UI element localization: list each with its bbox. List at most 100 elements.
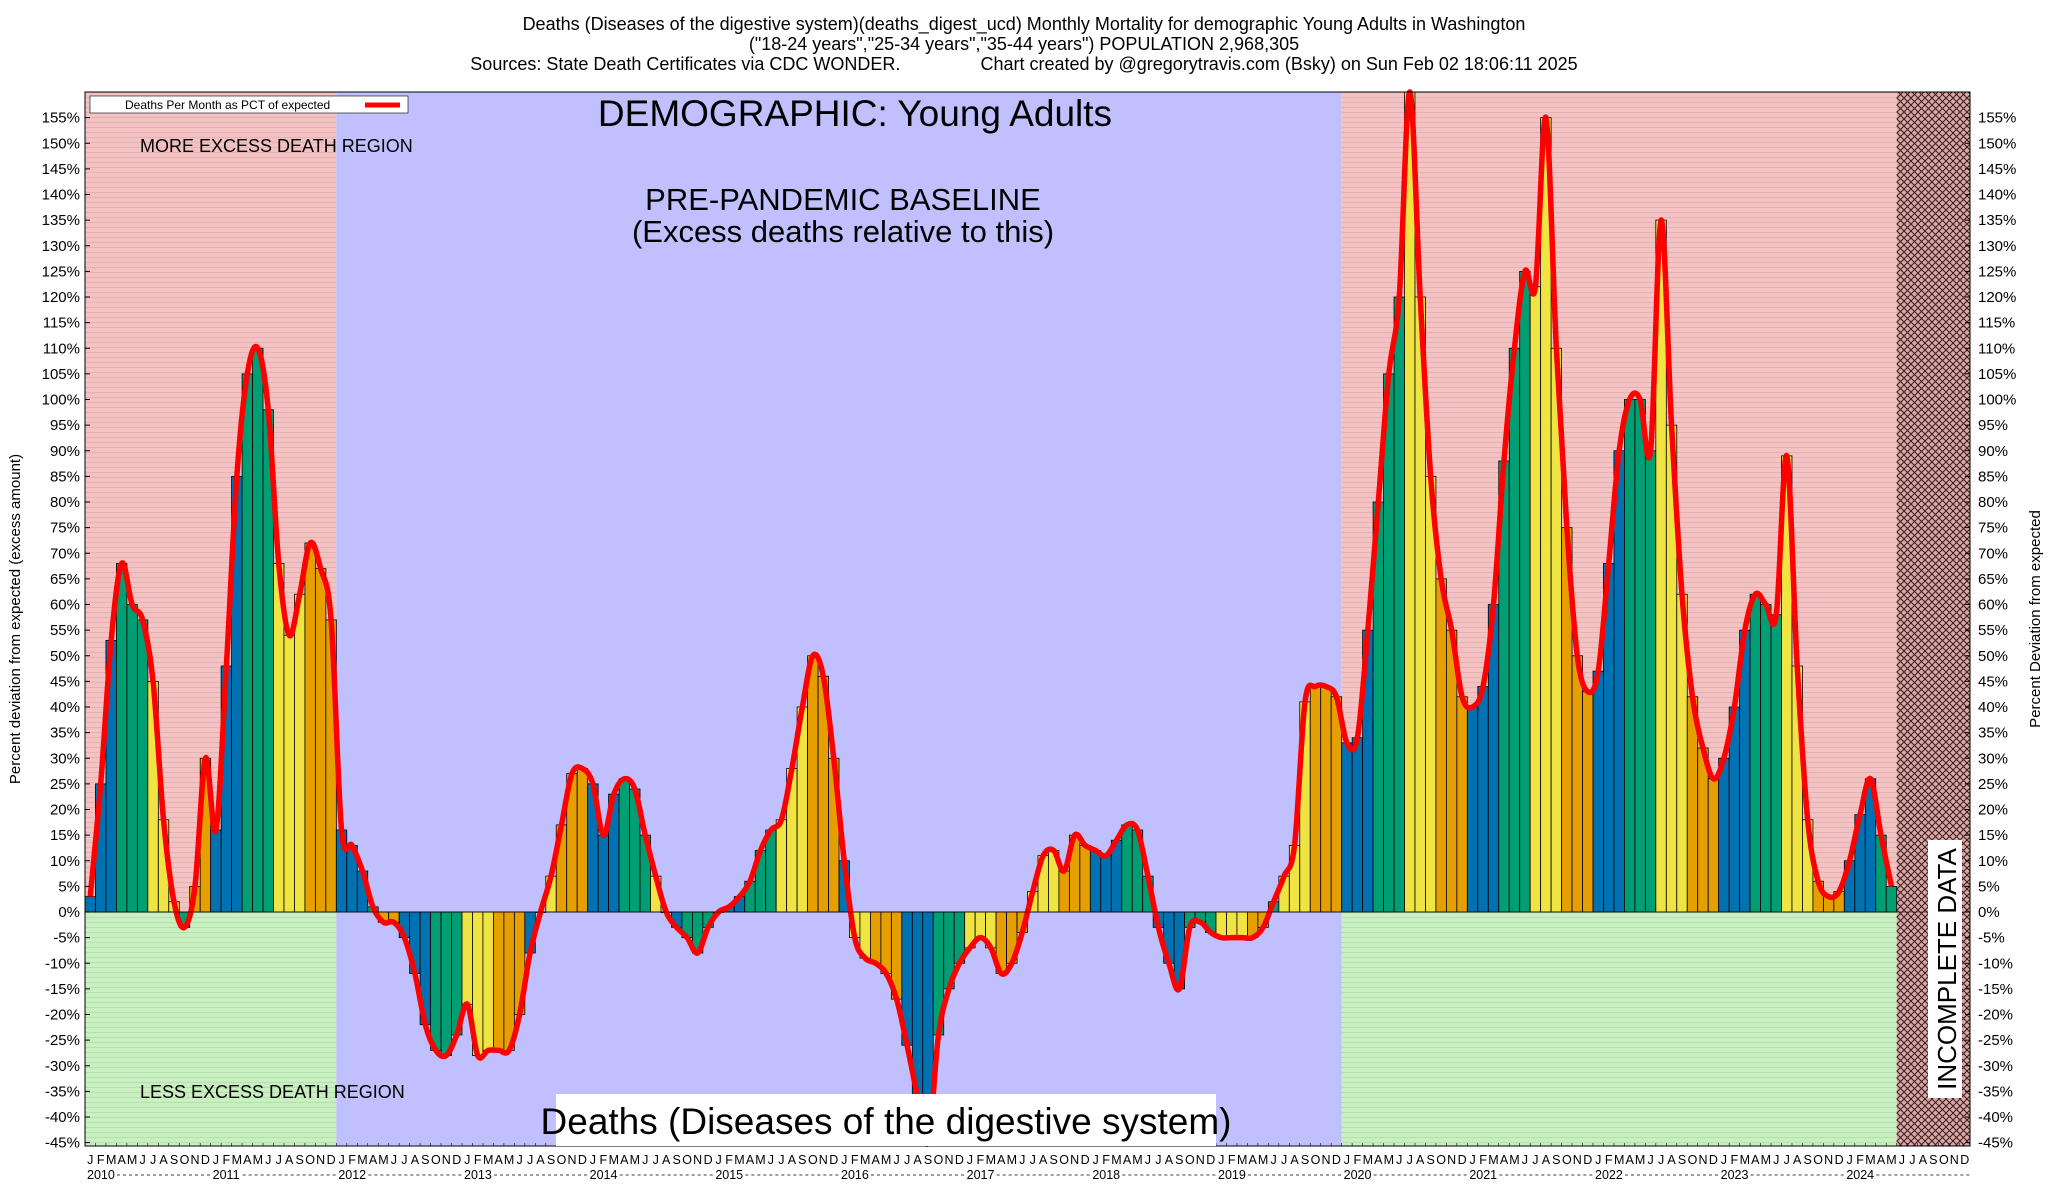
- y-tick-label-left: -5%: [53, 930, 80, 947]
- x-month-label: M: [1614, 1153, 1624, 1167]
- x-month-label: O: [431, 1153, 441, 1167]
- x-year-label: 2014: [590, 1168, 618, 1182]
- x-month-label: J: [653, 1153, 659, 1167]
- y-tick-label-right: 30%: [1978, 750, 2008, 767]
- x-month-label: M: [881, 1153, 891, 1167]
- bottom-title: Deaths (Diseases of the digestive system…: [541, 1101, 1232, 1142]
- x-month-label: M: [1761, 1153, 1771, 1167]
- y-tick-label-left: -10%: [45, 955, 80, 972]
- x-month-label: O: [1939, 1153, 1949, 1167]
- y-tick-label-right: -10%: [1978, 955, 2013, 972]
- x-month-label: D: [955, 1153, 964, 1167]
- x-month-label: D: [1206, 1153, 1215, 1167]
- x-year-label: 2019: [1218, 1168, 1246, 1182]
- less-excess-label: LESS EXCESS DEATH REGION: [140, 1082, 405, 1102]
- more-excess-label: MORE EXCESS DEATH REGION: [140, 136, 413, 156]
- x-month-label: N: [316, 1153, 325, 1167]
- x-month-label: A: [1793, 1153, 1802, 1167]
- x-month-label: A: [1625, 1153, 1634, 1167]
- x-month-label: J: [139, 1153, 145, 1167]
- y-tick-label-left: -40%: [45, 1109, 80, 1126]
- data-bar: [1885, 885, 1898, 913]
- x-month-label: N: [1321, 1153, 1330, 1167]
- data-bar: [1718, 757, 1730, 913]
- y-tick-label-left: 20%: [50, 802, 80, 819]
- data-bar: [1351, 737, 1364, 913]
- data-bar: [870, 911, 882, 964]
- y-tick-label-left: 85%: [50, 468, 80, 485]
- data-bar: [440, 911, 452, 1056]
- y-tick-label-left: 135%: [42, 212, 80, 229]
- x-month-label: N: [1070, 1153, 1079, 1167]
- data-bar: [84, 896, 96, 913]
- y-tick-label-right: -20%: [1978, 1007, 2013, 1024]
- x-month-label: J: [904, 1153, 910, 1167]
- y-tick-label-left: 35%: [50, 725, 80, 742]
- x-month-label: O: [808, 1153, 818, 1167]
- data-bar: [1309, 686, 1322, 913]
- x-month-label: D: [452, 1153, 461, 1167]
- x-month-label: J: [1344, 1153, 1350, 1167]
- x-month-label: M: [1384, 1153, 1394, 1167]
- y-tick-label-right: 85%: [1978, 468, 2008, 485]
- x-month-label: J: [967, 1153, 973, 1167]
- x-month-label: M: [1865, 1153, 1875, 1167]
- y-axis-left: 155% 150% 145% 140% 135% 130% 125% 120% 115% 110%…: [42, 110, 1970, 1152]
- x-month-label: A: [1290, 1153, 1299, 1167]
- data-bar: [1770, 614, 1782, 913]
- y-tick-label-right: 20%: [1978, 802, 2008, 819]
- x-year-label: 2010: [87, 1168, 115, 1182]
- x-month-label: A: [1039, 1153, 1048, 1167]
- y-tick-label-right: 100%: [1978, 392, 2016, 409]
- x-month-label: J: [87, 1153, 93, 1167]
- y-tick-label-right: 130%: [1978, 238, 2016, 255]
- y-tick-label-left: -45%: [45, 1135, 80, 1152]
- data-bar: [482, 911, 494, 1051]
- x-month-label: M: [483, 1153, 493, 1167]
- x-month-label: A: [1500, 1153, 1509, 1167]
- y-tick-label-left: 65%: [50, 571, 80, 588]
- x-month-label: A: [411, 1153, 420, 1167]
- x-year-label: 2021: [1469, 1168, 1497, 1182]
- data-bar: [1634, 399, 1646, 913]
- x-month-label: S: [673, 1153, 681, 1167]
- data-bar: [1393, 296, 1405, 913]
- y-tick-label-left: 5%: [58, 878, 80, 895]
- x-month-label: A: [1165, 1153, 1174, 1167]
- y-tick-label-left: 40%: [50, 699, 80, 716]
- y-tick-label-left: -25%: [45, 1032, 80, 1049]
- y-tick-label-right: 70%: [1978, 545, 2008, 562]
- x-month-label: M: [1488, 1153, 1498, 1167]
- y-tick-label-left: 75%: [50, 520, 80, 537]
- x-month-label: S: [1552, 1153, 1560, 1167]
- data-bar: [430, 911, 442, 1051]
- data-bar: [210, 829, 222, 913]
- data-bar: [503, 911, 515, 1051]
- x-month-label: J: [1469, 1153, 1475, 1167]
- x-month-label: A: [997, 1153, 1006, 1167]
- x-month-label: F: [1354, 1153, 1362, 1167]
- data-bar: [1383, 373, 1395, 913]
- y-tick-label-left: 50%: [50, 648, 80, 665]
- y-tick-label-right: 120%: [1978, 289, 2016, 306]
- x-month-label: A: [285, 1153, 294, 1167]
- x-month-label: J: [841, 1153, 847, 1167]
- data-bar: [1320, 686, 1332, 913]
- y-tick-label-left: 150%: [42, 135, 80, 152]
- x-month-label: O: [1059, 1153, 1069, 1167]
- x-month-label: S: [1175, 1153, 1183, 1167]
- y-tick-label-left: 60%: [50, 597, 80, 614]
- data-bar: [807, 655, 819, 913]
- y-tick-label-left: 25%: [50, 776, 80, 793]
- x-month-label: N: [944, 1153, 953, 1167]
- x-month-label: M: [1363, 1153, 1373, 1167]
- x-month-label: A: [620, 1153, 629, 1167]
- data-bar: [1089, 850, 1102, 913]
- y-tick-label-right: 95%: [1978, 417, 2008, 434]
- incomplete-data-label: INCOMPLETE DATA: [1932, 847, 1962, 1089]
- x-month-label: A: [243, 1153, 252, 1167]
- x-month-label: S: [798, 1153, 806, 1167]
- x-month-label: O: [557, 1153, 567, 1167]
- x-month-label: F: [725, 1153, 733, 1167]
- data-bar: [1697, 747, 1709, 913]
